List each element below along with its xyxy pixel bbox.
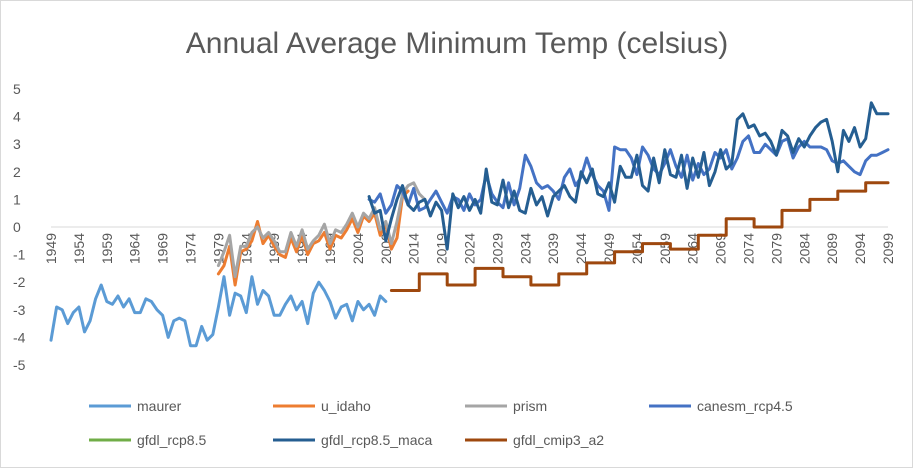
y-tick-label: 5 (13, 81, 21, 97)
legend-label: gfdl_cmip3_a2 (513, 432, 604, 448)
y-tick-label: 4 (13, 109, 21, 125)
y-tick-label: 1 (13, 191, 21, 207)
x-tick-label: 1949 (43, 233, 59, 264)
y-tick-label: -5 (13, 357, 26, 373)
y-tick-label: 2 (13, 164, 21, 180)
legend-label: gfdl_rcp8.5 (137, 432, 206, 448)
x-tick-label: 2044 (573, 233, 589, 264)
x-tick-label: 2089 (824, 233, 840, 264)
x-tick-label: 2069 (713, 233, 729, 264)
x-tick-label: 2059 (657, 233, 673, 264)
x-tick-label: 2039 (545, 233, 561, 264)
x-tick-label: 2099 (880, 233, 896, 264)
legend-label: canesm_rcp4.5 (697, 398, 793, 414)
chart-title: Annual Average Minimum Temp (celsius) (186, 27, 728, 60)
x-tick-label: 2004 (350, 233, 366, 264)
x-tick-label: 2054 (629, 233, 645, 264)
series-lines (49, 101, 890, 348)
x-tick-label: 2079 (768, 233, 784, 264)
y-tick-label: -4 (13, 329, 26, 345)
series-line-maurer (49, 275, 388, 348)
x-axis-ticks: 1949 1954 1959 1964 1969 1974 1979 1984 1989 1994… (43, 233, 896, 264)
legend-label: prism (513, 398, 547, 414)
y-tick-label: -3 (13, 302, 26, 318)
y-tick-label: 3 (13, 136, 21, 152)
legend: maurer u_idaho prism canesm_rcp4.5 gfdl_rcp8… (89, 398, 793, 448)
x-tick-label: 2034 (517, 233, 533, 264)
x-tick-label: 2029 (489, 233, 505, 264)
x-tick-label: 2049 (601, 233, 617, 264)
legend-label: maurer (137, 398, 182, 414)
series-line-prism (216, 181, 427, 279)
y-tick-label: -2 (13, 274, 26, 290)
series-line-gfdl-cmip3-a2 (389, 181, 890, 292)
legend-label: u_idaho (321, 398, 371, 414)
y-tick-label: 0 (13, 219, 21, 235)
x-tick-label: 1974 (183, 233, 199, 264)
legend-label: gfdl_rcp8.5_maca (321, 432, 433, 448)
x-tick-label: 1969 (155, 233, 171, 264)
x-tick-label: 2094 (852, 233, 868, 264)
x-tick-label: 2084 (796, 233, 812, 264)
x-tick-label: 2074 (741, 233, 757, 264)
x-tick-label: 1954 (71, 233, 87, 264)
x-tick-label: 2014 (406, 233, 422, 264)
x-tick-label: 1959 (99, 233, 115, 264)
x-tick-label: 2024 (462, 233, 478, 264)
y-axis-ticks: -5 -4 -3 -2 -1 0 1 2 3 4 5 (13, 81, 26, 373)
series-line-gfdl-rcp8-5-maca (367, 101, 890, 251)
x-tick-label: 1964 (127, 233, 143, 264)
y-tick-label: -1 (13, 247, 26, 263)
